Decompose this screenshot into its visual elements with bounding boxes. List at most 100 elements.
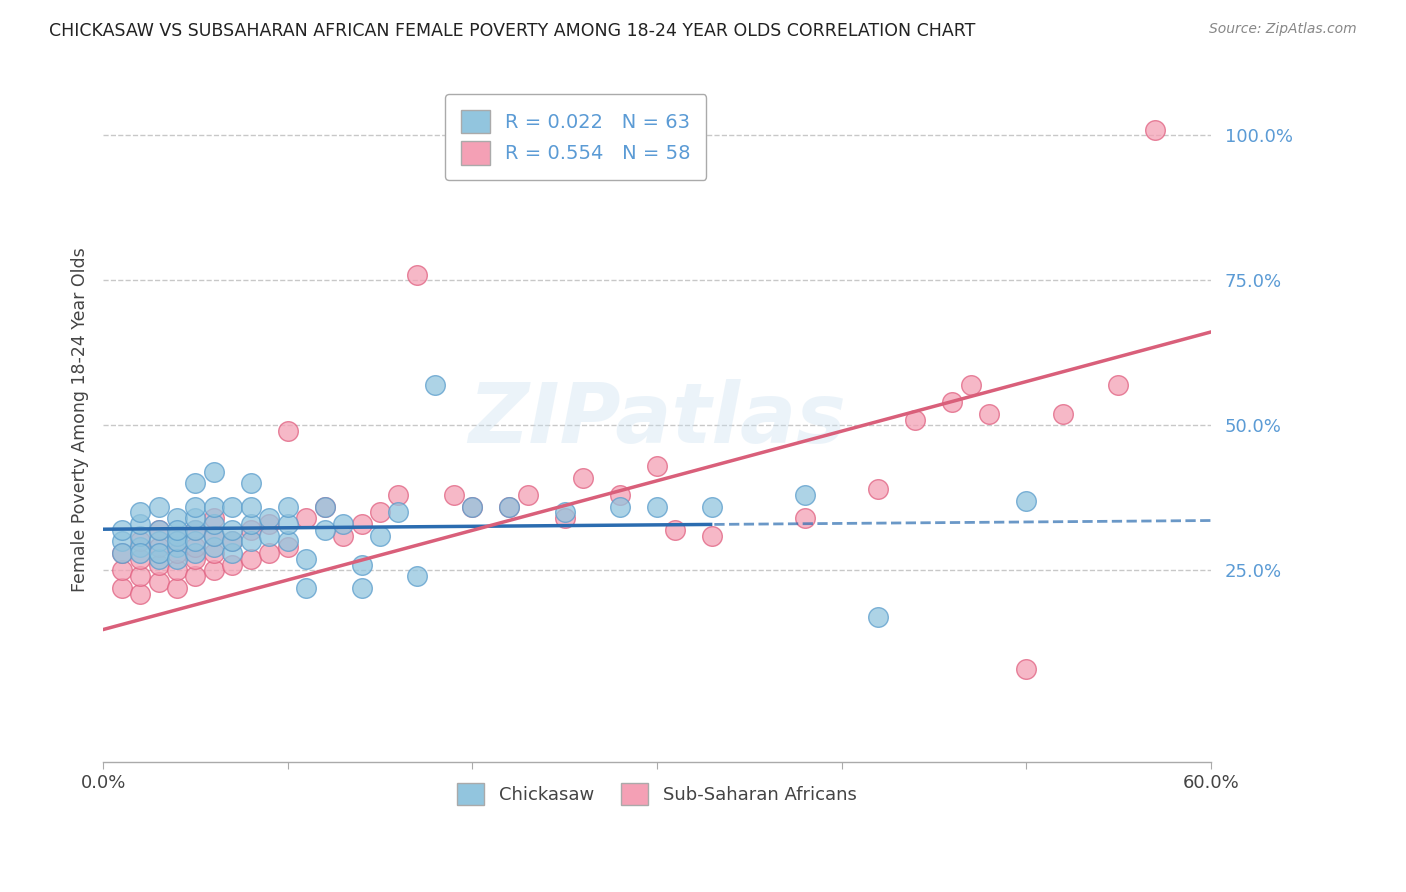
Point [148, 523, 170, 537]
Point [239, 476, 262, 491]
Point [645, 458, 668, 473]
Point [314, 500, 336, 514]
Point [221, 558, 243, 572]
Point [166, 523, 188, 537]
Point [314, 523, 336, 537]
Point [609, 488, 631, 502]
Point [184, 540, 207, 554]
Point [129, 569, 152, 583]
Point [425, 377, 447, 392]
Point [702, 500, 724, 514]
Text: ZIPatlas: ZIPatlas [468, 379, 846, 460]
Point [129, 586, 152, 600]
Point [368, 505, 391, 519]
Point [129, 551, 152, 566]
Point [202, 465, 225, 479]
Point [793, 488, 815, 502]
Point [148, 574, 170, 589]
Point [350, 558, 373, 572]
Point [166, 546, 188, 560]
Point [129, 516, 152, 531]
Point [202, 511, 225, 525]
Point [166, 563, 188, 577]
Point [166, 534, 188, 549]
Point [129, 528, 152, 542]
Point [202, 500, 225, 514]
Point [406, 268, 429, 282]
Point [148, 546, 170, 560]
Point [259, 516, 281, 531]
Point [129, 534, 152, 549]
Point [350, 581, 373, 595]
Point [110, 546, 132, 560]
Point [129, 505, 152, 519]
Point [368, 528, 391, 542]
Point [259, 511, 281, 525]
Point [239, 551, 262, 566]
Point [166, 511, 188, 525]
Point [184, 546, 207, 560]
Point [1052, 407, 1074, 421]
Point [221, 500, 243, 514]
Point [406, 569, 429, 583]
Point [387, 488, 409, 502]
Point [184, 476, 207, 491]
Point [148, 523, 170, 537]
Text: Source: ZipAtlas.com: Source: ZipAtlas.com [1209, 22, 1357, 37]
Point [202, 540, 225, 554]
Point [941, 395, 963, 409]
Point [221, 523, 243, 537]
Y-axis label: Female Poverty Among 18-24 Year Olds: Female Poverty Among 18-24 Year Olds [72, 247, 89, 592]
Point [148, 540, 170, 554]
Point [702, 528, 724, 542]
Point [959, 377, 981, 392]
Point [184, 511, 207, 525]
Point [129, 540, 152, 554]
Point [461, 500, 484, 514]
Point [202, 516, 225, 531]
Point [664, 523, 686, 537]
Point [239, 516, 262, 531]
Point [110, 534, 132, 549]
Point [645, 500, 668, 514]
Point [166, 551, 188, 566]
Point [221, 546, 243, 560]
Point [609, 500, 631, 514]
Point [166, 540, 188, 554]
Point [110, 581, 132, 595]
Point [259, 546, 281, 560]
Point [295, 551, 318, 566]
Point [202, 528, 225, 542]
Point [202, 528, 225, 542]
Point [387, 505, 409, 519]
Point [184, 551, 207, 566]
Point [221, 534, 243, 549]
Point [554, 505, 576, 519]
Point [979, 407, 1001, 421]
Point [277, 540, 299, 554]
Point [461, 500, 484, 514]
Point [166, 528, 188, 542]
Point [295, 581, 318, 595]
Point [793, 511, 815, 525]
Point [277, 500, 299, 514]
Point [572, 470, 595, 484]
Point [498, 500, 520, 514]
Point [202, 546, 225, 560]
Point [277, 516, 299, 531]
Point [202, 563, 225, 577]
Point [498, 500, 520, 514]
Point [516, 488, 538, 502]
Point [277, 534, 299, 549]
Point [904, 412, 927, 426]
Point [148, 558, 170, 572]
Point [868, 609, 890, 624]
Point [868, 482, 890, 496]
Point [166, 581, 188, 595]
Point [1015, 662, 1038, 676]
Point [1144, 122, 1167, 136]
Point [277, 424, 299, 438]
Point [259, 528, 281, 542]
Point [443, 488, 465, 502]
Point [184, 569, 207, 583]
